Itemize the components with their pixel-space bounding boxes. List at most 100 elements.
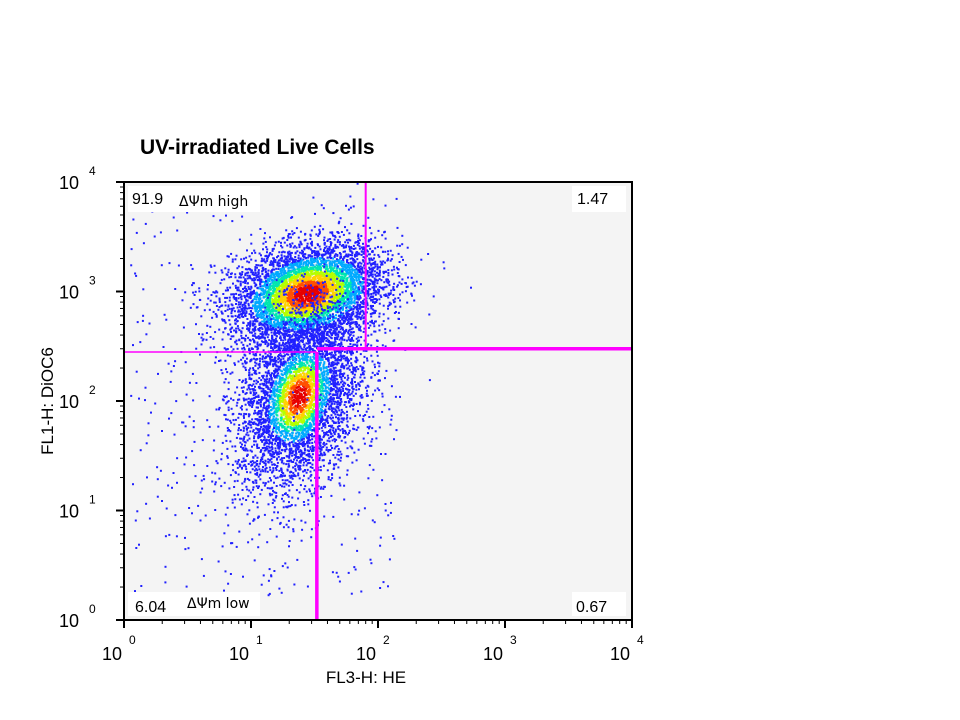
density-dot: [339, 284, 342, 287]
density-dot: [368, 268, 371, 271]
density-dot: [257, 269, 260, 272]
density-dot: [242, 288, 244, 290]
density-dot: [349, 345, 352, 348]
density-dot: [315, 273, 318, 276]
density-dot: [317, 262, 320, 265]
density-dot: [396, 272, 399, 274]
density-dot: [255, 276, 258, 279]
density-dot: [335, 299, 338, 302]
density-dot: [256, 287, 259, 290]
density-dot: [353, 302, 356, 305]
density-dot: [263, 318, 266, 321]
density-dot: [372, 295, 375, 298]
density-dot: [261, 304, 264, 307]
density-dot: [193, 294, 196, 296]
density-dot: [336, 306, 339, 309]
density-dot: [236, 286, 239, 289]
density-dot: [377, 245, 379, 248]
density-dot: [235, 339, 238, 342]
density-dot: [236, 289, 239, 292]
density-dot: [272, 349, 275, 351]
density-dot: [281, 285, 284, 288]
density-dot: [313, 311, 316, 314]
density-dot: [360, 301, 362, 304]
density-dot: [248, 287, 251, 290]
density-dot: [339, 217, 342, 220]
density-dot: [216, 291, 219, 294]
density-dot: [332, 250, 334, 253]
density-dot: [359, 325, 362, 328]
density-dot: [398, 275, 401, 278]
density-dot: [286, 335, 289, 337]
density-dot: [241, 266, 244, 269]
density-dot: [284, 280, 287, 283]
density-dot: [329, 255, 332, 258]
density-dot: [276, 256, 278, 259]
density-dot: [320, 204, 323, 207]
density-dot: [257, 310, 260, 312]
density-dot: [345, 330, 348, 333]
density-dot: [312, 250, 315, 253]
density-dot: [367, 240, 370, 243]
density-dot: [318, 264, 321, 267]
density-dot: [194, 290, 197, 293]
density-dot: [376, 299, 378, 301]
density-dot: [319, 310, 322, 313]
density-dot: [250, 314, 253, 317]
density-dot: [261, 285, 264, 288]
density-dot: [328, 288, 331, 291]
density-dot: [367, 292, 370, 295]
density-dot: [385, 279, 388, 282]
density-dot: [374, 309, 377, 312]
density-dot: [259, 306, 262, 309]
density-dot: [319, 273, 322, 276]
density-dot: [288, 263, 291, 266]
density-dot: [318, 291, 321, 294]
density-dot: [293, 313, 296, 316]
density-dot: [253, 295, 256, 298]
density-dot: [350, 321, 353, 324]
density-dot: [244, 337, 247, 340]
density-dot: [291, 277, 294, 280]
density-dot: [380, 279, 383, 282]
density-dot: [201, 339, 204, 342]
density-dot: [272, 285, 275, 288]
density-dot: [341, 291, 344, 294]
density-dot: [372, 322, 375, 325]
density-dot: [371, 268, 374, 271]
density-dot: [277, 284, 280, 287]
density-dot: [354, 323, 357, 326]
density-dot: [338, 297, 341, 299]
density-dot: [212, 337, 215, 340]
density-dot: [253, 273, 256, 276]
density-dot: [263, 291, 266, 294]
density-dot: [335, 272, 338, 275]
density-dot: [264, 327, 267, 330]
density-dot: [252, 312, 255, 315]
density-dot: [272, 263, 275, 266]
density-dot: [348, 315, 351, 318]
density-dot: [374, 311, 376, 314]
density-dot: [378, 286, 381, 288]
density-dot: [366, 249, 368, 252]
density-dot: [286, 276, 288, 278]
density-dot: [370, 267, 373, 270]
density-dot: [242, 281, 245, 284]
density-dot: [345, 328, 348, 331]
density-dot: [328, 248, 331, 251]
density-dot: [377, 292, 380, 295]
density-dot: [250, 242, 253, 245]
density-dot: [308, 268, 311, 271]
density-dot: [291, 230, 294, 233]
density-dot: [273, 322, 276, 325]
density-dot: [350, 300, 353, 303]
density-dot: [304, 261, 307, 264]
density-dot: [317, 272, 320, 275]
density-dot: [307, 298, 310, 301]
density-dot: [373, 309, 376, 312]
density-dot: [316, 268, 319, 271]
density-dot: [272, 247, 275, 250]
density-dot: [332, 293, 334, 296]
density-dot: [254, 307, 257, 310]
density-dot: [280, 318, 283, 321]
